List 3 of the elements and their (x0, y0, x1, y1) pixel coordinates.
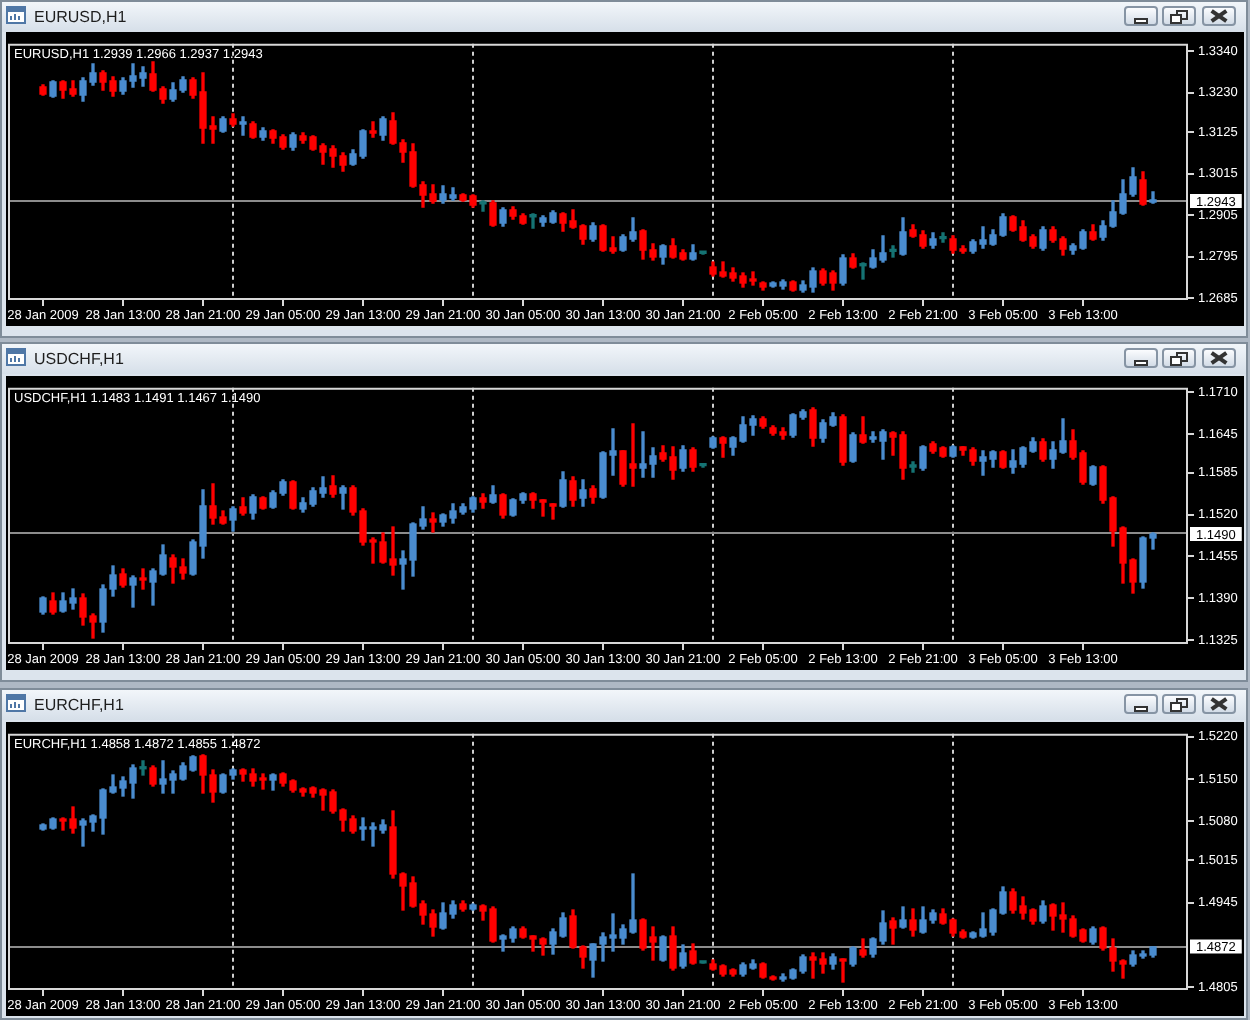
chart-title: EURUSD,H1 (34, 8, 127, 26)
chart-title: EURCHF,H1 (34, 696, 124, 714)
chart-title: USDCHF,H1 (34, 350, 124, 368)
